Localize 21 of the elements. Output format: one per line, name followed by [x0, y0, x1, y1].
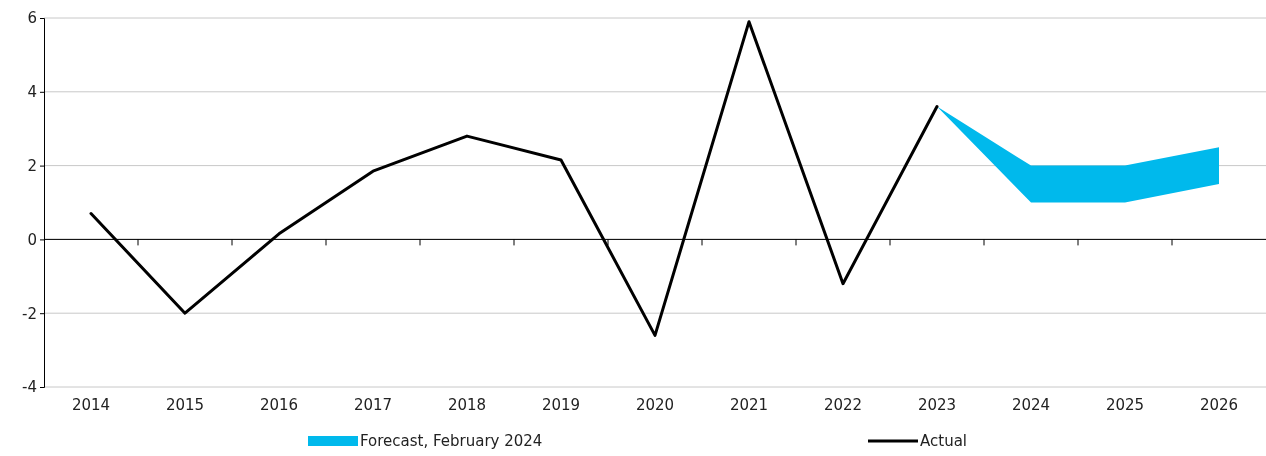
x-tick-label: 2026 [1199, 395, 1239, 414]
y-tick-label: 0 [27, 230, 37, 249]
x-tick-label: 2021 [729, 395, 769, 414]
legend-label: Actual [920, 432, 967, 450]
x-tick-label: 2015 [165, 395, 205, 414]
y-tick-label: 4 [27, 83, 37, 102]
x-tick-label: 2025 [1105, 395, 1145, 414]
x-tick-label: 2023 [917, 395, 957, 414]
x-tick-label: 2018 [447, 395, 487, 414]
y-tick-label: -4 [22, 378, 37, 397]
x-tick-label: 2016 [259, 395, 299, 414]
x-tick-label: 2019 [541, 395, 581, 414]
x-tick-label: 2014 [71, 395, 111, 414]
legend-label: Forecast, February 2024 [360, 432, 543, 450]
y-tick-label: -2 [22, 304, 37, 323]
y-tick-label: 6 [27, 9, 37, 28]
y-tick-label: 2 [27, 156, 37, 175]
x-tick-label: 2020 [635, 395, 675, 414]
x-tick-label: 2024 [1011, 395, 1051, 414]
x-tick-label: 2022 [823, 395, 863, 414]
x-tick-label: 2017 [353, 395, 393, 414]
